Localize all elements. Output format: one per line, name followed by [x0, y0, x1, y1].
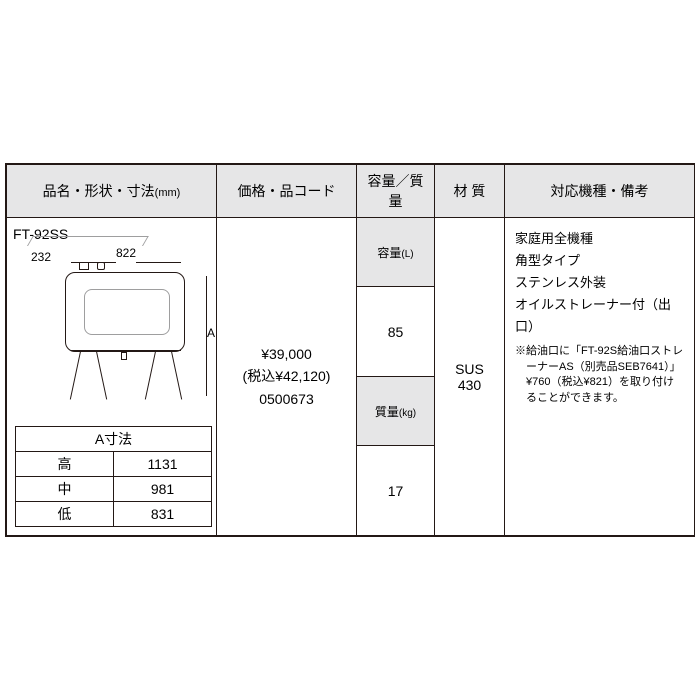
note-4: オイルストレーナー付（出口） — [515, 294, 684, 338]
hdr-capacity: 容量／質量 — [357, 165, 435, 218]
product-diagram: 232 822 A — [23, 246, 213, 416]
note-3: ステンレス外装 — [515, 272, 684, 294]
vol-value: 85 — [357, 287, 435, 377]
a-table-title: A寸法 — [16, 427, 212, 452]
dim-width: 822 — [71, 246, 181, 260]
price-base: ¥39,000 — [221, 343, 352, 365]
price-tax: (税込¥42,120) — [221, 365, 352, 387]
note-footnote: ※給油口に「FT-92S給油口ストレーナーAS（別売品SEB7641）」¥760… — [515, 344, 684, 406]
spec-table-wrap: 品名・形状・寸法(mm) 価格・品コード 容量／質量 材 質 対応機種・備考 F… — [5, 163, 695, 537]
hdr-name: 品名・形状・寸法(mm) — [7, 165, 217, 218]
name-cell: FT-92SS 232 822 A — [7, 218, 217, 536]
price-code: 0500673 — [221, 388, 352, 410]
a-row-high: 高 1131 — [16, 452, 212, 477]
note-1: 家庭用全機種 — [515, 228, 684, 250]
hdr-notes: 対応機種・備考 — [505, 165, 695, 218]
spec-table: 品名・形状・寸法(mm) 価格・品コード 容量／質量 材 質 対応機種・備考 F… — [6, 164, 695, 536]
vol-header: 容量(L) — [357, 218, 435, 287]
hdr-material: 材 質 — [435, 165, 505, 218]
a-dimension-table: A寸法 高 1131 中 981 低 831 — [15, 426, 212, 527]
a-row-mid: 中 981 — [16, 477, 212, 502]
mass-value: 17 — [357, 446, 435, 536]
dim-a-label: A — [207, 326, 215, 340]
a-row-low: 低 831 — [16, 502, 212, 527]
dim-depth: 232 — [31, 250, 51, 264]
material-cell: SUS 430 — [435, 218, 505, 536]
header-row: 品名・形状・寸法(mm) 価格・品コード 容量／質量 材 質 対応機種・備考 — [7, 165, 695, 218]
hdr-price: 価格・品コード — [217, 165, 357, 218]
notes-cell: 家庭用全機種 角型タイプ ステンレス外装 オイルストレーナー付（出口） ※給油口… — [505, 218, 695, 536]
mass-header: 質量(kg) — [357, 377, 435, 446]
price-cell: ¥39,000 (税込¥42,120) 0500673 — [217, 218, 357, 536]
note-2: 角型タイプ — [515, 250, 684, 272]
